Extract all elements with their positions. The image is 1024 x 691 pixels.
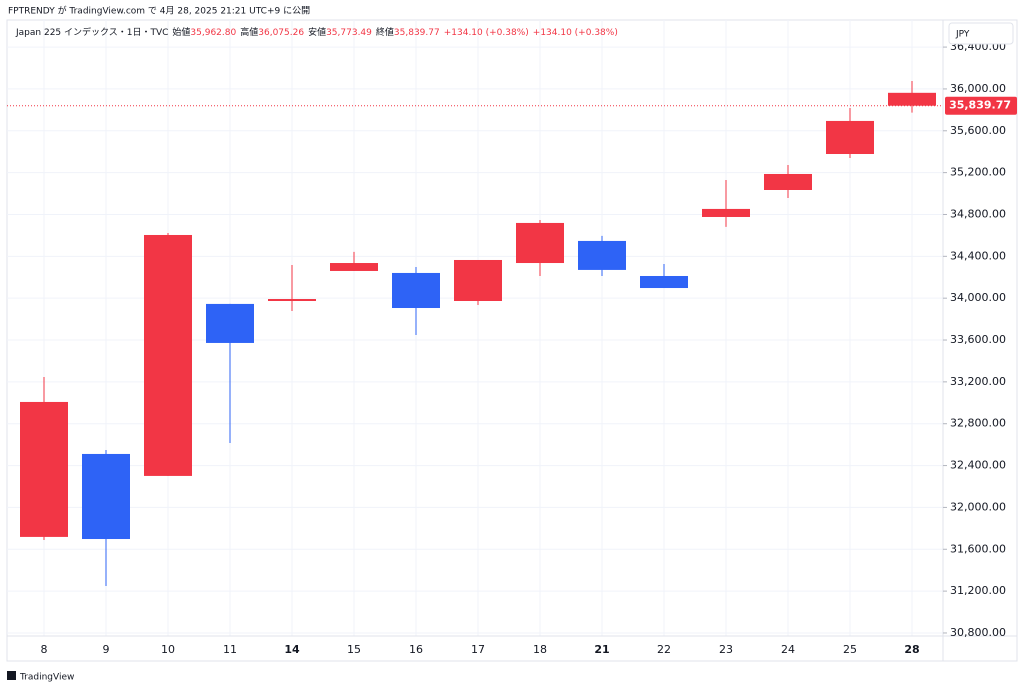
legend-label: 始値: [172, 26, 190, 38]
x-tick-label: 10: [161, 643, 175, 656]
candle-body: [392, 272, 440, 309]
candle-body: [516, 222, 564, 264]
legend-value: 36,075.26: [258, 28, 304, 38]
legend-change: +134.10 (+0.38%): [444, 28, 529, 38]
y-tick-label: 33,200.00: [950, 375, 1006, 388]
x-tick-label: 11: [223, 643, 237, 656]
x-tick-label: 9: [103, 643, 110, 656]
candle-body: [454, 259, 502, 301]
candle-body: [764, 173, 812, 190]
candle-body: [82, 453, 130, 540]
x-tick-label: 23: [719, 643, 733, 656]
y-tick-label: 31,200.00: [950, 584, 1006, 597]
price-tag-label: 35,839.77: [949, 99, 1011, 112]
candle-body: [702, 208, 750, 217]
y-tick-label: 34,400.00: [950, 249, 1006, 262]
y-tick-label: 32,000.00: [950, 500, 1006, 513]
y-tick-label: 35,600.00: [950, 124, 1006, 137]
y-tick-label: 36,000.00: [950, 82, 1006, 95]
legend: Japan 225 インデックス・1日・TVC 始値35,962.80 高値36,0…: [15, 26, 618, 38]
x-tick-label: 18: [533, 643, 547, 656]
candle-body: [640, 275, 688, 289]
x-tick-label: 24: [781, 643, 795, 656]
candle-body: [330, 263, 378, 271]
x-tick-label: 28: [904, 643, 919, 656]
currency-box: [948, 22, 1014, 45]
legend-label: 安値: [308, 26, 326, 38]
x-tick-label: 15: [347, 643, 361, 656]
x-tick-label: 14: [284, 643, 300, 656]
y-tick-label: 32,800.00: [950, 417, 1006, 430]
legend-symbol: Japan 225 インデックス・1日・TVC: [15, 26, 168, 38]
brand-logo: [7, 671, 16, 680]
legend-label: 高値: [240, 26, 258, 38]
legend-change: +134.10 (+0.38%): [533, 28, 618, 38]
currency: JPY: [955, 30, 970, 40]
x-tick-label: 16: [409, 643, 423, 656]
candle-body: [144, 234, 192, 476]
legend-value: 35,839.77: [394, 28, 440, 38]
legend-value: 35,773.49: [326, 28, 372, 38]
candle-body: [268, 299, 316, 301]
x-tick-label: 17: [471, 643, 485, 656]
candle-body: [20, 401, 68, 537]
candle-body: [206, 303, 254, 343]
x-tick-label: 25: [843, 643, 857, 656]
x-tick-label: 8: [41, 643, 48, 656]
candle-body: [826, 120, 874, 155]
publisher: FPTRENDY が TradingView.com で 4月 28, 2025…: [8, 5, 310, 17]
y-tick-label: 34,800.00: [950, 207, 1006, 220]
plot: [7, 20, 943, 636]
y-tick-label: 33,600.00: [950, 333, 1006, 346]
y-tick-label: 34,000.00: [950, 291, 1006, 304]
y-tick-label: 30,800.00: [950, 626, 1006, 639]
y-tick-label: 35,200.00: [950, 166, 1006, 179]
candle-body: [888, 92, 936, 106]
y-tick-label: 31,600.00: [950, 542, 1006, 555]
price-tag: [945, 96, 1017, 115]
y-tick-label: 32,400.00: [950, 459, 1006, 472]
legend-label: 終値: [376, 26, 394, 38]
x-tick-label: 21: [594, 643, 609, 656]
legend-value: 35,962.80: [190, 28, 236, 38]
x-tick-label: 22: [657, 643, 671, 656]
candle-body: [578, 240, 626, 270]
brand: TradingView: [19, 673, 74, 683]
